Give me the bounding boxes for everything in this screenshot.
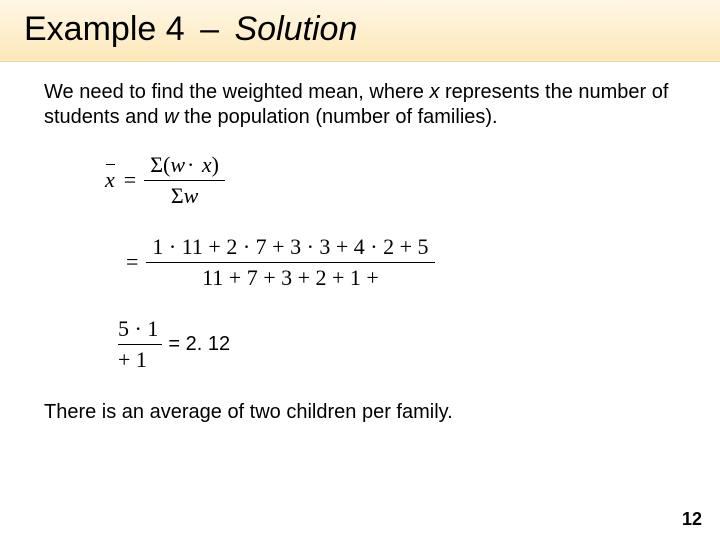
dot-operator: · bbox=[185, 152, 196, 177]
equals-sign-2: = bbox=[118, 248, 146, 276]
equals-sign-1: = bbox=[116, 166, 144, 194]
result-value: 2. 12 bbox=[186, 333, 230, 355]
xbar-symbol: x bbox=[104, 166, 116, 194]
closing-paragraph: There is an average of two children per … bbox=[44, 400, 676, 425]
intro-paragraph: We need to find the weighted mean, where… bbox=[44, 80, 676, 130]
step1-numerator: Σ(w· x) bbox=[144, 150, 225, 180]
formula-step-3: 5 · 1 + 1 = 2. 12 bbox=[118, 314, 676, 374]
fraction-step-2: 1 · 11 + 2 · 7 + 3 · 3 + 4 · 2 + 5 11 + … bbox=[146, 232, 434, 292]
sigma-icon: Σ bbox=[171, 183, 184, 208]
close-paren: ) bbox=[212, 152, 219, 177]
step3-numerator: 5 · 1 bbox=[118, 314, 162, 344]
title-dash: – bbox=[194, 10, 225, 48]
result-text: = 2. 12 bbox=[162, 332, 230, 357]
page-number: 12 bbox=[682, 509, 702, 530]
numerator-x: x bbox=[202, 152, 212, 177]
title-bar: Example 4 – Solution bbox=[0, 0, 720, 62]
example-number: 4 bbox=[166, 10, 185, 48]
content-area: We need to find the weighted mean, where… bbox=[0, 62, 720, 425]
equals-sign-3: = bbox=[168, 333, 180, 355]
sigma-icon: Σ bbox=[150, 152, 163, 177]
step1-denominator: Σw bbox=[165, 181, 205, 211]
step3-denominator: + 1 bbox=[118, 345, 151, 375]
intro-variable-x: x bbox=[429, 81, 439, 103]
intro-text-3: the population (number of families). bbox=[179, 106, 498, 128]
formula-block: x = Σ(w· x) Σw = 1 · 11 + 2 · 7 + 3 · 3 … bbox=[104, 150, 676, 374]
step2-denominator: 11 + 7 + 3 + 2 + 1 + bbox=[196, 263, 385, 293]
fraction-step-1: Σ(w· x) Σw bbox=[144, 150, 225, 210]
example-label: Example bbox=[24, 10, 156, 48]
fraction-step-3: 5 · 1 + 1 bbox=[118, 314, 162, 374]
intro-text-1: We need to find the weighted mean, where bbox=[44, 81, 429, 103]
solution-label: Solution bbox=[234, 10, 357, 48]
denominator-w: w bbox=[184, 183, 199, 208]
numerator-w: w bbox=[170, 152, 185, 177]
formula-step-2: = 1 · 11 + 2 · 7 + 3 · 3 + 4 · 2 + 5 11 … bbox=[118, 232, 676, 292]
intro-variable-w: w bbox=[164, 106, 178, 128]
formula-step-1: x = Σ(w· x) Σw bbox=[104, 150, 676, 210]
step2-numerator: 1 · 11 + 2 · 7 + 3 · 3 + 4 · 2 + 5 bbox=[146, 232, 434, 262]
slide-title: Example 4 – Solution bbox=[24, 10, 696, 49]
